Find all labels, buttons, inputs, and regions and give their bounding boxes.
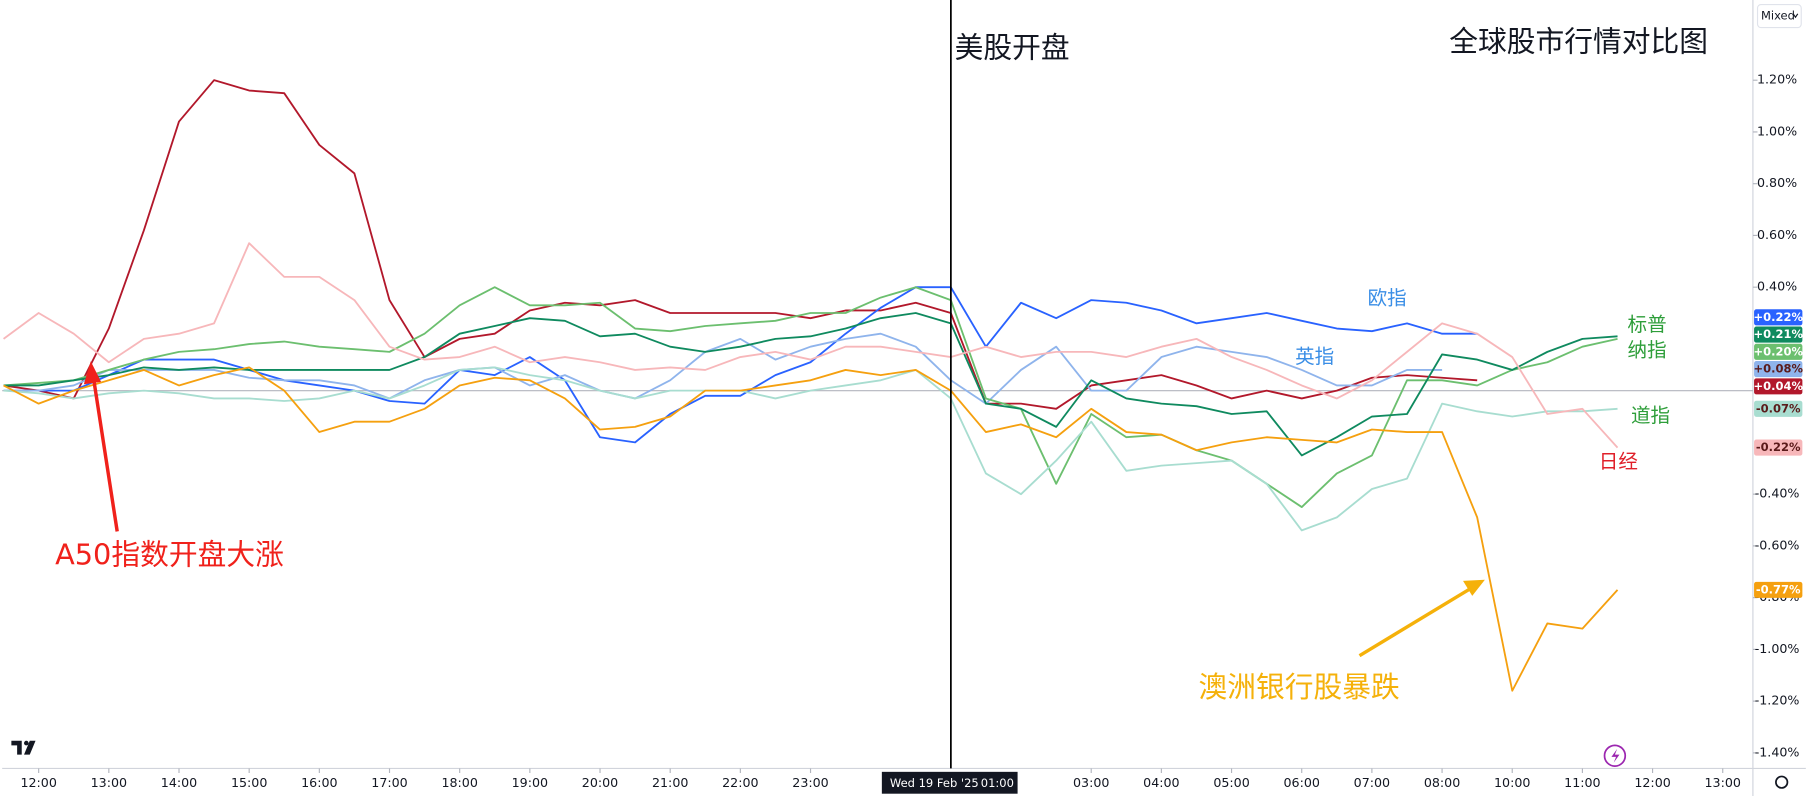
x-tick-label: 10:00 <box>1494 775 1530 790</box>
x-tick-label: 15:00 <box>231 775 267 790</box>
x-tick-label: 06:00 <box>1284 775 1320 790</box>
x-tick-label: 05:00 <box>1213 775 1249 790</box>
price-badge-label: +0.04% <box>1753 379 1803 393</box>
series-line <box>3 79 1478 410</box>
x-tick-label: 21:00 <box>652 775 688 790</box>
price-badge-label: -0.77% <box>1756 582 1801 596</box>
x-tick-label: 22:00 <box>722 775 758 790</box>
y-tick-label: 1.00% <box>1757 123 1797 138</box>
arrow <box>91 374 119 532</box>
x-tick-label: 13:00 <box>1705 775 1741 790</box>
x-tick-label: 20:00 <box>582 775 618 790</box>
y-tick-label: 1.20% <box>1757 72 1797 87</box>
y-tick-label: 0.40% <box>1757 279 1797 294</box>
x-tick-label: 13:00 <box>91 775 127 790</box>
price-badge <box>1754 400 1803 417</box>
x-tick-label: 12:00 <box>20 775 56 790</box>
price-badge <box>1754 343 1803 360</box>
x-tick-label: 17:00 <box>371 775 407 790</box>
x-tick-label: 19:00 <box>512 775 548 790</box>
price-badge-label: +0.08% <box>1753 362 1803 376</box>
crosshair-date: Wed 19 Feb '25 <box>890 776 979 790</box>
chart-title: 全球股市行情对比图 <box>1449 25 1708 59</box>
annotation: 美股开盘 <box>955 30 1070 64</box>
price-badge <box>1754 378 1803 395</box>
x-tick-label: 23:00 <box>792 775 828 790</box>
y-tick-label: -0.40% <box>1755 486 1800 501</box>
arrow-head <box>1463 579 1485 596</box>
annotation: 澳洲银行股暴跌 <box>1198 670 1399 704</box>
series-line <box>3 242 1619 449</box>
x-tick-label: 16:00 <box>301 775 337 790</box>
crosshair-label-bg <box>881 771 1018 794</box>
series-line <box>3 366 1619 692</box>
price-badge-label: +0.21% <box>1753 327 1803 341</box>
price-badge-label: -0.22% <box>1756 440 1801 454</box>
x-tick-label: 14:00 <box>161 775 197 790</box>
y-tick-label: -1.40% <box>1755 744 1800 759</box>
arrow-head <box>83 361 102 385</box>
y-tick-label: 0.60% <box>1757 227 1797 242</box>
series-label: 日经 <box>1599 450 1638 473</box>
x-tick-label: 03:00 <box>1073 775 1109 790</box>
settings-button[interactable] <box>1775 775 1789 789</box>
series-line <box>3 332 1443 405</box>
series-line <box>3 286 1618 508</box>
plot-area <box>2 79 1753 692</box>
series-line <box>3 366 1618 532</box>
lightning-icon <box>1611 748 1620 763</box>
y-tick-label: 0.80% <box>1757 175 1797 190</box>
y-tick-label: -0.60% <box>1755 537 1800 552</box>
price-badge-label: +0.22% <box>1753 310 1803 324</box>
price-badge <box>1754 309 1803 326</box>
series-label: 道指 <box>1631 404 1670 427</box>
price-badge-label: -0.07% <box>1756 401 1801 415</box>
price-badge <box>1754 581 1803 598</box>
scale-mode[interactable]: Mixed <box>1761 9 1795 23</box>
annotation: A50指数开盘大涨 <box>55 538 284 572</box>
price-badge-label: +0.20% <box>1753 344 1803 358</box>
lightning-button[interactable] <box>1603 744 1627 767</box>
series-label: 欧指 <box>1368 287 1407 310</box>
crosshair-time: 01:00 <box>981 776 1014 790</box>
y-tick-label: -1.20% <box>1755 693 1800 708</box>
price-badge <box>1754 326 1803 343</box>
x-tick-label: 07:00 <box>1354 775 1390 790</box>
series-label: 纳指 <box>1628 338 1667 361</box>
arrow <box>1358 587 1471 658</box>
x-tick-label: 12:00 <box>1634 775 1670 790</box>
price-badge <box>1754 439 1803 456</box>
x-tick-label: 18:00 <box>441 775 477 790</box>
logo[interactable] <box>11 740 36 755</box>
x-tick-label: 11:00 <box>1564 775 1600 790</box>
y-tick-label: -1.00% <box>1755 641 1800 656</box>
series-line <box>3 312 1618 457</box>
x-tick-label: 08:00 <box>1424 775 1460 790</box>
x-tick-label: 04:00 <box>1143 775 1179 790</box>
scale-mode-button[interactable] <box>1756 4 1802 29</box>
series-label: 标普 <box>1628 313 1667 336</box>
series-label: 英指 <box>1295 345 1334 368</box>
dropdown-caret <box>1792 13 1799 19</box>
price-badge <box>1754 361 1803 378</box>
